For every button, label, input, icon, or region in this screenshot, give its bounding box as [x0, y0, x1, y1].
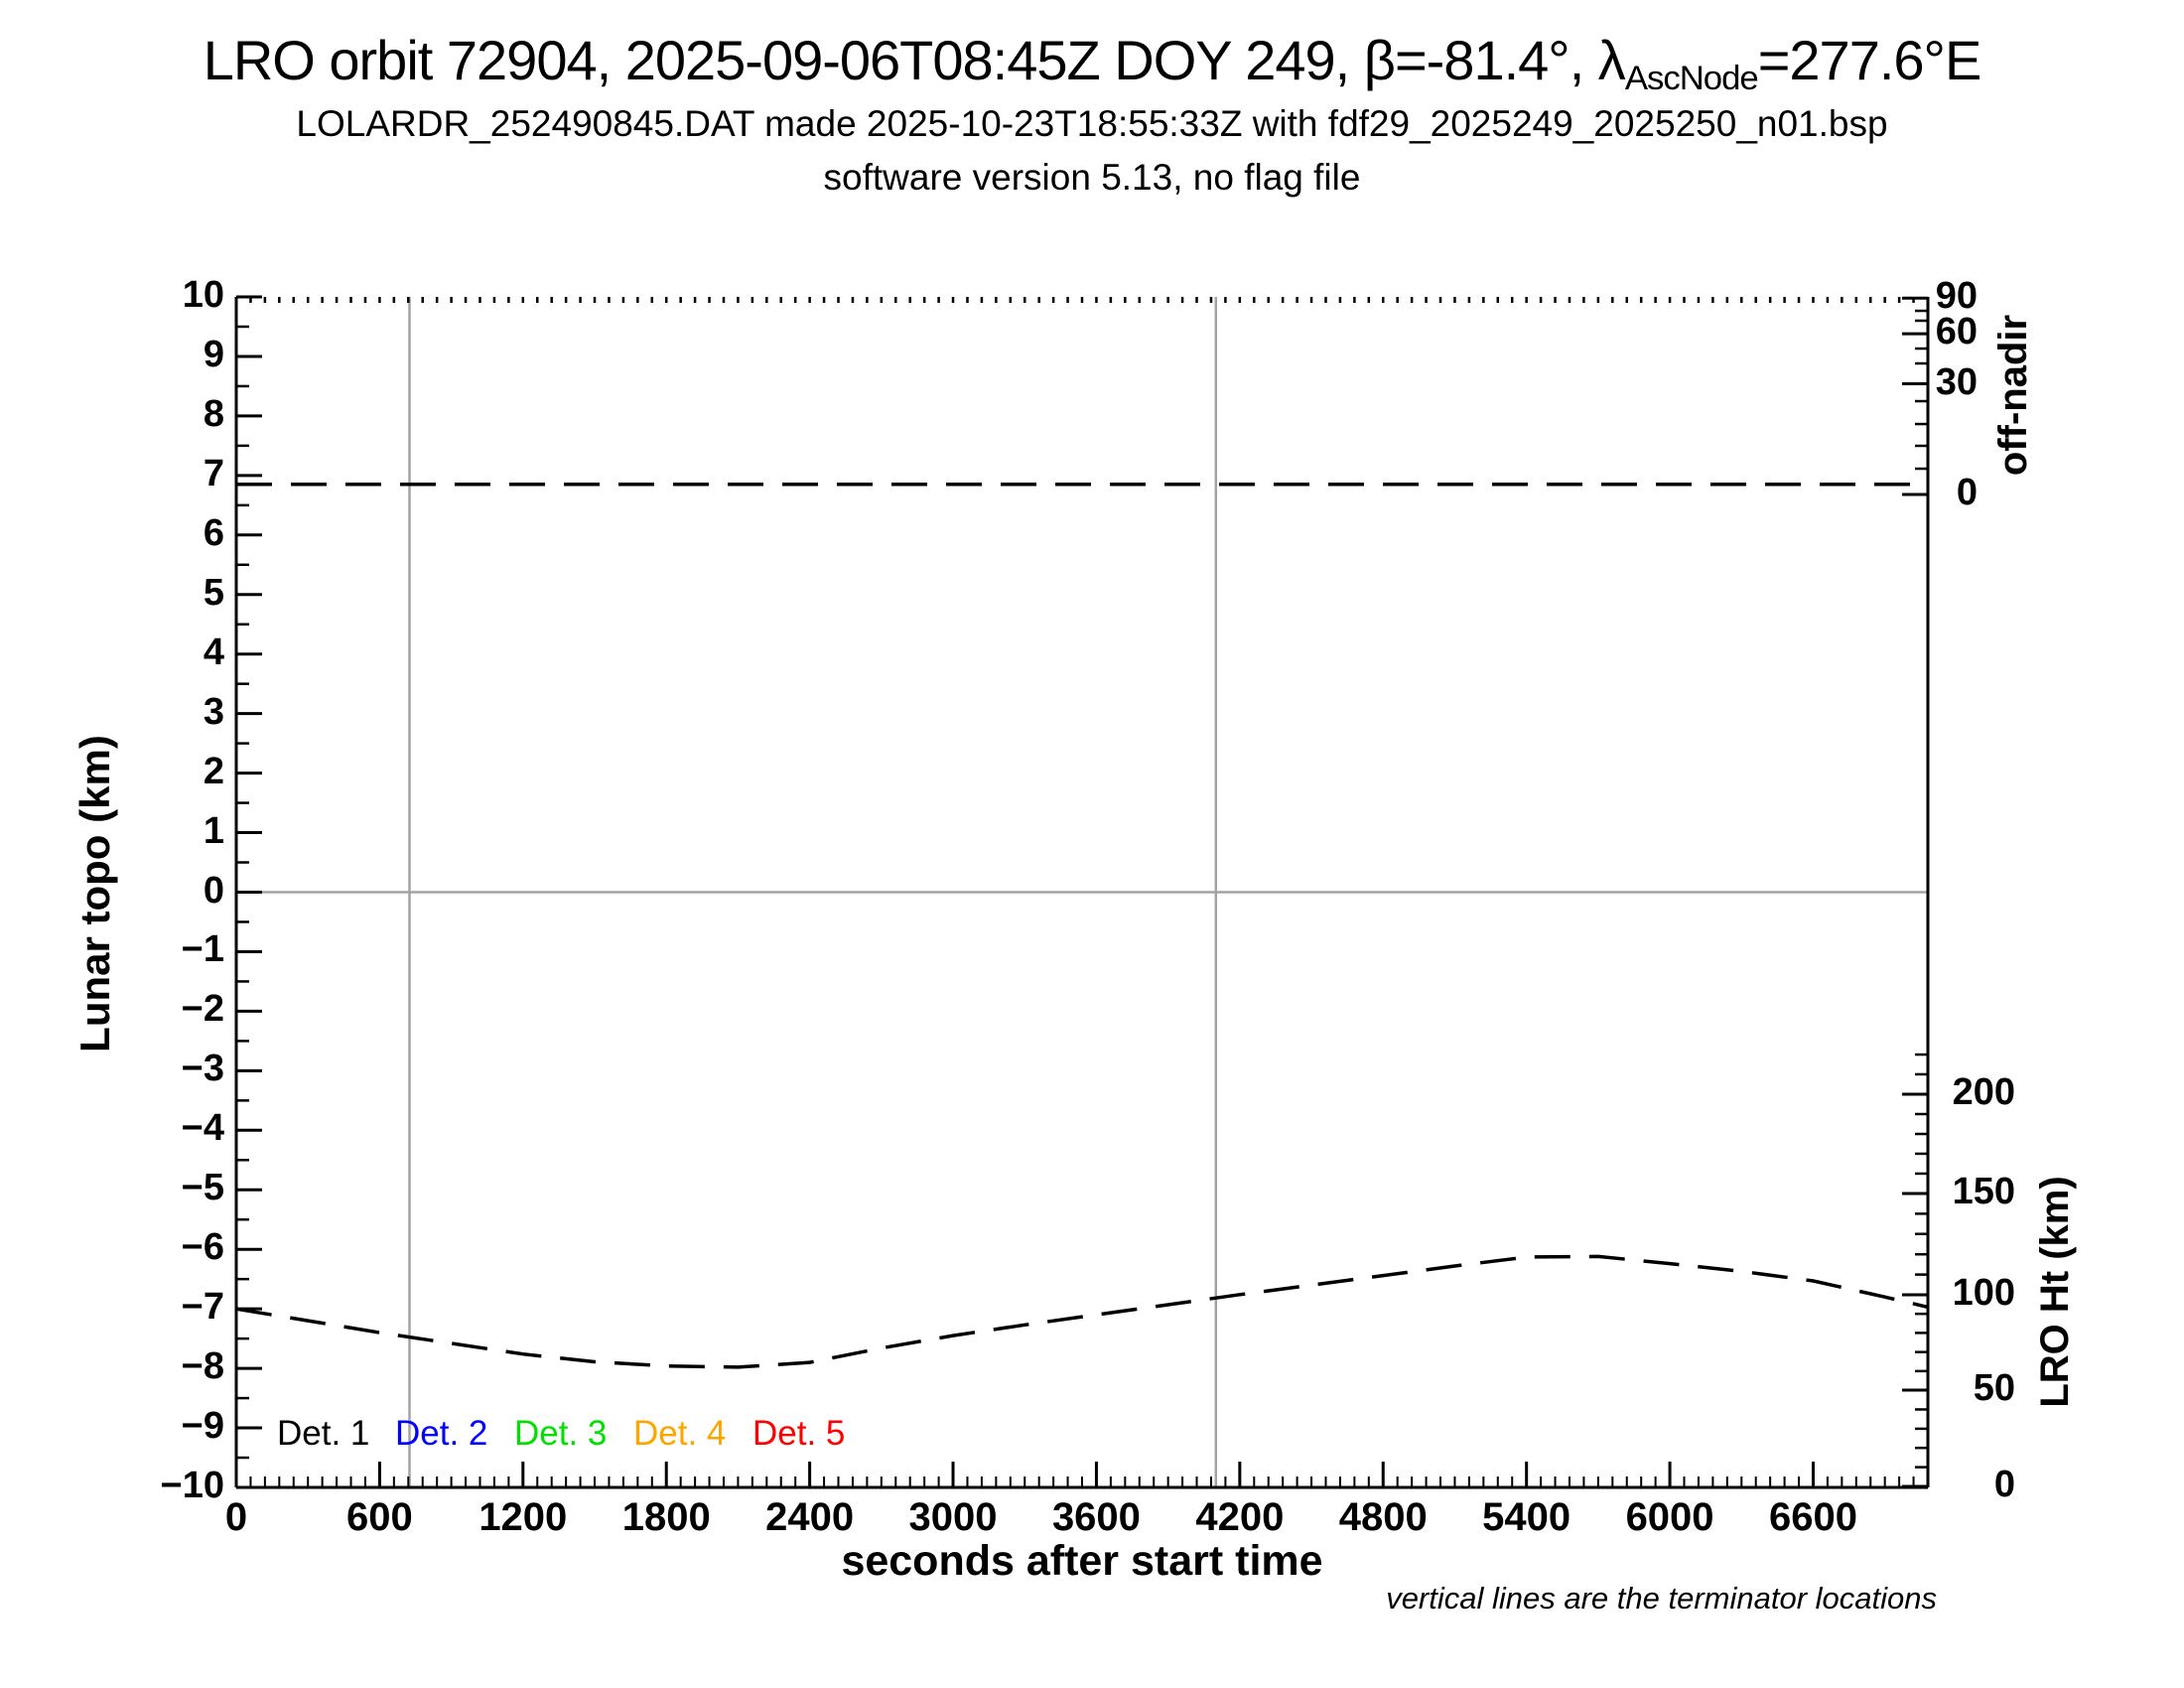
y-left-tick-label--3: −3 — [181, 1048, 224, 1090]
x-axis-title: seconds after start time — [841, 1537, 1323, 1585]
y-left-tick-label-6: 6 — [203, 511, 224, 554]
legend-item-det4: Det. 4 — [633, 1414, 727, 1453]
lroht-tick-label-100: 100 — [1952, 1272, 2015, 1314]
series-lro-height-curve — [235, 1254, 1929, 1369]
lroht-tick-label-200: 200 — [1952, 1070, 2015, 1113]
x-tick-label-6000: 6000 — [1625, 1495, 1714, 1539]
legend-item-det3: Det. 3 — [514, 1414, 608, 1453]
offnadir-tick-label-0: 0 — [1956, 472, 1978, 514]
y-left-tick-label-4: 4 — [203, 631, 224, 673]
x-tick-label-2400: 2400 — [765, 1495, 855, 1539]
y-left-tick-label-5: 5 — [203, 571, 224, 614]
y-axis-title-off-nadir: off-nadir — [1991, 314, 2035, 477]
subtitle-file-info: LOLARDR_252490845.DAT made 2025-10-23T18… — [296, 103, 1888, 144]
y-left-tick-label-7: 7 — [203, 452, 224, 494]
lroht-tick-label-0: 0 — [1993, 1464, 2015, 1506]
x-tick-label-5400: 5400 — [1482, 1495, 1571, 1539]
x-tick-label-600: 600 — [346, 1495, 413, 1539]
x-tick-label-6600: 6600 — [1768, 1495, 1857, 1539]
lroht-tick-label-150: 150 — [1952, 1170, 2015, 1212]
x-tick-label-1200: 1200 — [478, 1495, 568, 1539]
terminator-footnote: vertical lines are the terminator locati… — [1386, 1581, 1937, 1616]
y-left-tick-label--7: −7 — [181, 1286, 224, 1329]
offnadir-tick-label-60: 60 — [1935, 311, 1978, 353]
page-title: LRO orbit 72904, 2025-09-06T08:45Z DOY 2… — [0, 28, 2184, 97]
y-left-tick-label-8: 8 — [203, 392, 224, 435]
y-left-tick-label-3: 3 — [203, 690, 224, 733]
x-tick-label-3600: 3600 — [1051, 1495, 1141, 1539]
x-tick-label-4800: 4800 — [1338, 1495, 1428, 1539]
y-left-tick-label--9: −9 — [181, 1405, 224, 1448]
y-left-tick-label--10: −10 — [160, 1465, 224, 1506]
lroht-tick-label-50: 50 — [1973, 1367, 2015, 1410]
y-left-tick-label-10: 10 — [182, 274, 224, 316]
page-title-post: =277.6°E — [1757, 29, 1982, 91]
x-tick-label-4200: 4200 — [1195, 1495, 1285, 1539]
offnadir-tick-label-90: 90 — [1935, 275, 1978, 318]
y-left-tick-label--2: −2 — [181, 988, 224, 1031]
offnadir-tick-label-30: 30 — [1935, 360, 1978, 403]
y-left-tick-label-2: 2 — [203, 750, 224, 792]
y-left-tick-label--1: −1 — [181, 928, 224, 971]
x-tick-label-3000: 3000 — [908, 1495, 998, 1539]
y-left-tick-label--8: −8 — [181, 1345, 224, 1388]
page-title-subscript: AscNode — [1624, 59, 1759, 97]
x-tick-label-1800: 1800 — [621, 1495, 711, 1539]
y-left-tick-label--4: −4 — [181, 1107, 224, 1150]
page-title-pre: LRO orbit 72904, 2025-09-06T08:45Z DOY 2… — [203, 29, 1626, 91]
legend-item-det5: Det. 5 — [752, 1414, 846, 1453]
subtitle-software-version: software version 5.13, no flag file — [823, 157, 1361, 198]
legend-item-det1: Det. 1 — [277, 1414, 370, 1453]
y-left-tick-label-0: 0 — [203, 869, 224, 912]
y-left-tick-label--6: −6 — [181, 1226, 224, 1269]
legend-item-det2: Det. 2 — [395, 1414, 488, 1453]
y-left-tick-label--5: −5 — [181, 1167, 224, 1209]
x-tick-label-0: 0 — [224, 1495, 248, 1539]
y-left-tick-label-9: 9 — [203, 333, 224, 375]
y-axis-title-lro-height: LRO Ht (km) — [2033, 1176, 2077, 1408]
y-left-tick-label-1: 1 — [203, 809, 224, 852]
